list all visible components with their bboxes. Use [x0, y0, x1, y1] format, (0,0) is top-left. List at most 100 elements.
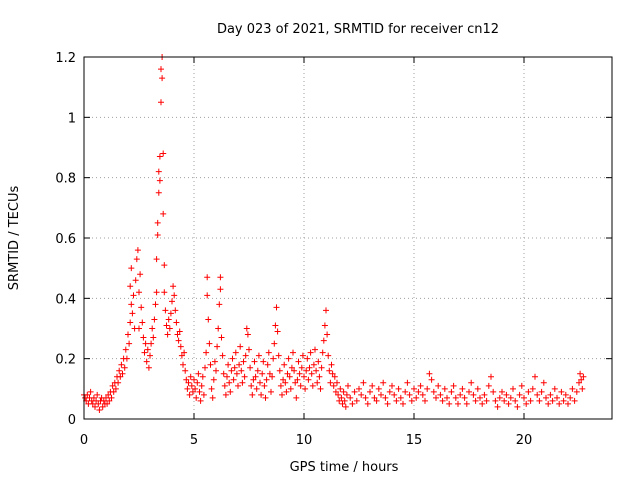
data-point — [178, 352, 185, 359]
data-point — [219, 352, 226, 359]
chart-title: Day 023 of 2021, SRMTID for receiver cn1… — [217, 22, 499, 37]
data-point — [316, 373, 323, 380]
data-point — [380, 379, 387, 386]
data-point — [151, 316, 158, 323]
data-point — [105, 391, 112, 398]
data-point — [283, 388, 290, 395]
data-point — [334, 379, 340, 386]
data-point — [144, 346, 151, 353]
data-point — [579, 385, 586, 392]
data-point — [505, 400, 512, 407]
data-point — [277, 382, 284, 389]
data-point — [250, 376, 257, 383]
data-point — [295, 358, 302, 365]
data-point — [325, 352, 332, 359]
y-tick-labels: 0 0.2 0.4 0.6 0.8 1 1.2 — [55, 51, 76, 428]
data-point — [345, 382, 351, 389]
data-point — [375, 385, 382, 392]
data-point — [543, 394, 549, 401]
data-point — [312, 346, 318, 353]
data-point — [155, 168, 162, 175]
data-point — [562, 391, 569, 398]
data-point — [308, 370, 315, 377]
data-point — [452, 394, 459, 401]
x-tick-labels: 0 5 10 15 20 — [80, 433, 532, 448]
data-point — [351, 388, 358, 395]
data-point — [314, 379, 321, 386]
data-point — [153, 289, 160, 296]
data-point — [310, 361, 317, 368]
data-point — [112, 385, 119, 392]
data-point — [382, 394, 389, 401]
data-point — [305, 376, 312, 383]
data-point — [134, 247, 141, 254]
data-point — [92, 403, 98, 410]
data-point — [87, 388, 94, 395]
data-point — [109, 382, 116, 389]
data-point — [100, 397, 107, 404]
data-point — [521, 394, 527, 401]
data-point — [160, 150, 167, 157]
data-point — [95, 400, 102, 407]
data-point — [422, 397, 428, 404]
data-point — [258, 391, 265, 398]
data-point — [167, 310, 174, 317]
data-point — [242, 352, 249, 359]
data-point — [281, 361, 288, 368]
data-point — [490, 388, 497, 395]
data-point — [327, 379, 334, 386]
data-point — [338, 394, 345, 401]
data-point — [191, 376, 197, 383]
data-point — [137, 271, 144, 278]
data-point — [510, 385, 516, 392]
y-tick-label: 0.6 — [55, 232, 76, 247]
data-point — [150, 334, 157, 341]
data-point — [435, 382, 442, 389]
data-point — [330, 382, 337, 389]
data-point — [127, 283, 134, 290]
data-point — [494, 403, 501, 410]
data-point — [103, 394, 109, 401]
data-point — [218, 334, 225, 341]
data-point — [195, 370, 202, 377]
data-point — [183, 376, 190, 383]
data-point — [534, 391, 541, 398]
data-point — [154, 219, 161, 226]
data-point — [164, 331, 171, 338]
data-point — [384, 400, 391, 407]
data-point — [307, 349, 314, 356]
data-point — [349, 400, 356, 407]
data-point — [292, 379, 299, 386]
data-point — [280, 376, 287, 383]
data-point — [238, 367, 245, 374]
data-point — [527, 397, 534, 404]
data-point — [262, 394, 269, 401]
data-point — [203, 349, 210, 356]
data-point — [532, 373, 538, 380]
data-point — [279, 391, 285, 398]
data-point — [507, 394, 514, 401]
data-point — [356, 385, 362, 392]
data-point — [284, 370, 291, 377]
y-axis-label: SRMTID / TECUs — [7, 186, 22, 291]
data-point — [192, 385, 199, 392]
data-point — [455, 400, 461, 407]
data-point — [165, 316, 172, 323]
data-point — [468, 379, 475, 386]
data-point — [337, 385, 344, 392]
x-tick-label: 5 — [190, 433, 198, 448]
data-point — [576, 379, 582, 386]
data-point — [472, 397, 479, 404]
data-point — [202, 364, 208, 371]
data-point — [241, 373, 248, 380]
data-point — [358, 391, 365, 398]
data-point — [240, 358, 247, 365]
data-point — [428, 376, 435, 383]
data-point — [297, 382, 304, 389]
data-point — [121, 364, 128, 371]
data-point — [299, 352, 306, 359]
data-point — [286, 373, 293, 380]
data-point — [488, 373, 494, 380]
data-point — [251, 358, 258, 365]
data-point — [154, 231, 161, 238]
